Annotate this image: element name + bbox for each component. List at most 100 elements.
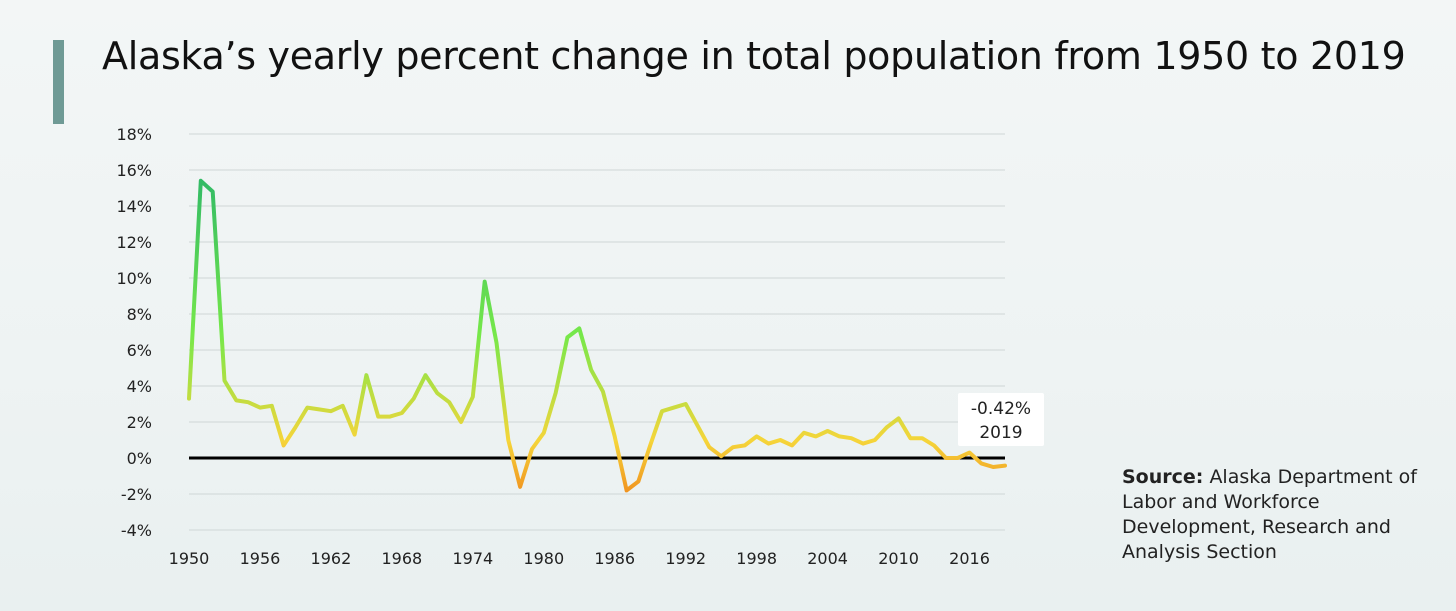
data-point: [589, 368, 593, 372]
x-tick-label: 1998: [736, 549, 777, 568]
x-axis-ticks: 1950 1956 1962 1968 1974 1980 1986 1992 1998 2004…: [169, 549, 990, 568]
population-change-line: [187, 178, 1007, 493]
data-point: [743, 443, 747, 447]
data-point: [636, 479, 640, 483]
data-point: [837, 434, 841, 438]
data-point: [471, 395, 475, 399]
data-point: [991, 465, 995, 469]
y-tick-label: 12%: [116, 233, 152, 252]
data-point: [684, 402, 688, 406]
data-point: [968, 451, 972, 455]
x-tick-label: 1950: [169, 549, 210, 568]
data-point: [246, 400, 250, 404]
data-point: [388, 415, 392, 419]
data-point: [672, 406, 676, 410]
data-point: [317, 407, 321, 411]
data-point: [826, 429, 830, 433]
data-point: [554, 391, 558, 395]
source-label: Source:: [1122, 466, 1204, 488]
data-point: [908, 436, 912, 440]
data-point: [542, 431, 546, 435]
grid-lines: [189, 133, 1005, 531]
data-point: [518, 485, 522, 489]
data-point: [258, 406, 262, 410]
data-point: [187, 397, 191, 401]
data-point: [364, 373, 368, 377]
data-point: [660, 409, 664, 413]
data-point: [873, 438, 877, 442]
title-accent-bar: [53, 40, 64, 124]
data-point: [412, 397, 416, 401]
x-tick-label: 1992: [665, 549, 706, 568]
data-point: [625, 488, 629, 492]
data-point: [211, 190, 215, 194]
data-points: [187, 179, 1007, 493]
x-tick-label: 2010: [878, 549, 919, 568]
data-point: [897, 416, 901, 420]
data-point: [944, 456, 948, 460]
data-point: [483, 280, 487, 284]
data-point: [696, 424, 700, 428]
callout-box: [958, 393, 1044, 446]
data-point: [424, 373, 428, 377]
data-point: [920, 436, 924, 440]
data-point: [956, 456, 960, 460]
data-point: [885, 425, 889, 429]
y-axis-ticks: 18% 16% 14% 12% 10% 8% 6% 4% 2% 0% -2% -4%: [116, 125, 152, 540]
data-point: [506, 438, 510, 442]
data-point: [447, 400, 451, 404]
data-point: [802, 431, 806, 435]
y-tick-label: 10%: [116, 269, 152, 288]
data-point: [613, 434, 617, 438]
data-point: [282, 443, 286, 447]
data-point: [767, 442, 771, 446]
page-title: Alaska’s yearly percent change in total …: [102, 34, 1406, 78]
data-point: [270, 404, 274, 408]
data-point: [601, 389, 605, 393]
data-point: [790, 443, 794, 447]
callout-year: 2019: [979, 423, 1022, 443]
data-point: [707, 445, 711, 449]
data-point: [293, 425, 297, 429]
x-tick-label: 2016: [949, 549, 990, 568]
y-tick-label: 14%: [116, 197, 152, 216]
data-point: [223, 379, 227, 383]
data-point: [435, 391, 439, 395]
data-point: [530, 447, 534, 451]
callout-2019: -0.42% 2019: [958, 393, 1044, 446]
data-point: [1003, 464, 1007, 468]
data-point: [199, 179, 203, 183]
y-tick-label: 4%: [127, 377, 152, 396]
source-text: Alaska Department of Labor and Workforce…: [1122, 466, 1417, 563]
data-point: [932, 443, 936, 447]
data-point: [341, 404, 345, 408]
data-point: [719, 454, 723, 458]
x-tick-label: 1980: [523, 549, 564, 568]
x-tick-label: 1962: [311, 549, 352, 568]
x-tick-label: 1956: [240, 549, 281, 568]
data-point: [353, 433, 357, 437]
y-tick-label: 18%: [116, 125, 152, 144]
data-point: [731, 445, 735, 449]
y-tick-label: 6%: [127, 341, 152, 360]
y-tick-label: 2%: [127, 413, 152, 432]
data-point: [495, 341, 499, 345]
data-point: [565, 335, 569, 339]
data-point: [400, 411, 404, 415]
data-point: [376, 415, 380, 419]
source-note: Source: Alaska Department of Labor and W…: [1122, 465, 1442, 565]
data-point: [329, 409, 333, 413]
y-tick-label: 0%: [127, 449, 152, 468]
x-tick-label: 2004: [807, 549, 848, 568]
x-tick-label: 1974: [452, 549, 493, 568]
y-tick-label: -2%: [121, 485, 152, 504]
data-point: [849, 436, 853, 440]
data-point: [648, 443, 652, 447]
data-point: [234, 398, 238, 402]
data-point: [577, 326, 581, 330]
data-point: [459, 420, 463, 424]
y-tick-label: -4%: [121, 521, 152, 540]
data-point: [861, 442, 865, 446]
x-tick-label: 1968: [382, 549, 423, 568]
x-tick-label: 1986: [594, 549, 635, 568]
